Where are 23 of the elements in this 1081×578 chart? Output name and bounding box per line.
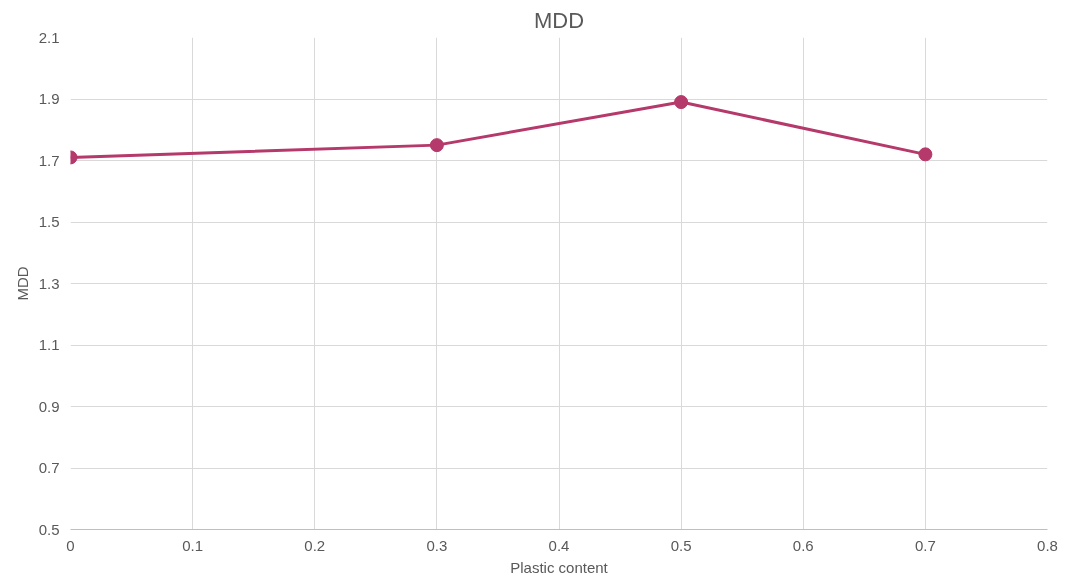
- chart-title: MDD: [533, 7, 585, 33]
- x-axis-title: Plastic content: [510, 558, 609, 576]
- x-tick-label: 0.5: [670, 536, 692, 554]
- y-tick-label: 0.7: [38, 459, 60, 476]
- y-tick-label: 1.9: [38, 90, 60, 107]
- x-tick-label: 0.2: [304, 536, 326, 554]
- x-tick-label: 0.6: [792, 536, 814, 554]
- y-tick-label: 1.3: [38, 274, 60, 292]
- y-tick-label: 1.7: [38, 151, 60, 169]
- y-axis-title: MDD: [13, 266, 31, 301]
- x-tick-label: 0: [66, 536, 75, 554]
- y-tick-label: 1.1: [38, 336, 60, 353]
- x-tick-label: 0.1: [182, 536, 204, 554]
- y-tick-label: 0.9: [38, 397, 60, 415]
- y-tick-label: 2.1: [38, 28, 60, 46]
- x-tick-label: 0.7: [914, 536, 936, 554]
- y-tick-label: 1.5: [38, 213, 60, 230]
- x-tick-label: 0.4: [548, 536, 570, 554]
- x-tick-label: 0.3: [426, 536, 448, 554]
- y-tick-label: 0.5: [38, 520, 60, 538]
- point: [674, 95, 689, 110]
- x-tick-label: 0.8: [1037, 536, 1058, 554]
- point: [918, 147, 933, 162]
